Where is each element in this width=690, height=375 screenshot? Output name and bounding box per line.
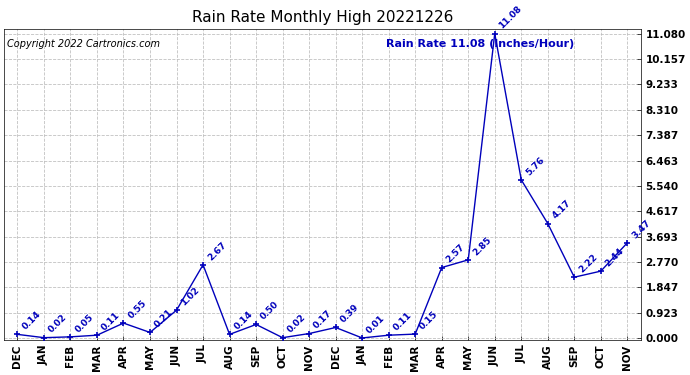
- Text: 2.44: 2.44: [604, 246, 626, 268]
- Text: 0.14: 0.14: [233, 310, 255, 332]
- Text: 2.67: 2.67: [206, 240, 228, 262]
- Text: 2.22: 2.22: [577, 252, 599, 274]
- Text: 0.39: 0.39: [338, 303, 360, 325]
- Text: 0.14: 0.14: [20, 310, 42, 332]
- Text: 0.17: 0.17: [312, 309, 334, 331]
- Text: 2.85: 2.85: [471, 235, 493, 257]
- Text: 0.50: 0.50: [259, 300, 281, 322]
- Text: 0.02: 0.02: [47, 313, 68, 335]
- Text: 3.47: 3.47: [630, 218, 652, 240]
- Text: 0.05: 0.05: [73, 312, 95, 334]
- Text: 0.11: 0.11: [391, 310, 413, 332]
- Text: Copyright 2022 Cartronics.com: Copyright 2022 Cartronics.com: [8, 39, 160, 49]
- Text: 1.02: 1.02: [179, 285, 201, 308]
- Text: 5.76: 5.76: [524, 155, 546, 177]
- Text: 0.02: 0.02: [286, 313, 307, 335]
- Text: 4.17: 4.17: [551, 199, 573, 221]
- Text: 0.11: 0.11: [100, 310, 121, 332]
- Text: 2.57: 2.57: [444, 243, 466, 265]
- Text: 0.15: 0.15: [418, 309, 440, 332]
- Text: Rain Rate 11.08 (Inches/Hour): Rain Rate 11.08 (Inches/Hour): [386, 39, 574, 49]
- Title: Rain Rate Monthly High 20221226: Rain Rate Monthly High 20221226: [192, 10, 453, 26]
- Text: 0.55: 0.55: [126, 298, 148, 320]
- Text: 11.08: 11.08: [497, 4, 524, 31]
- Text: 0.21: 0.21: [152, 308, 175, 330]
- Text: 0.01: 0.01: [365, 314, 387, 335]
